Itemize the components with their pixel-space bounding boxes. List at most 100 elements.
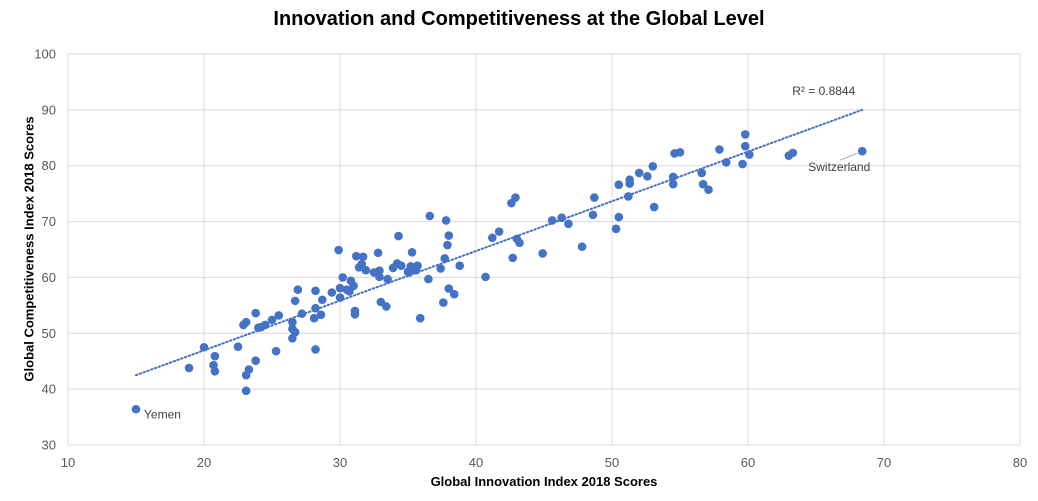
x-axis-label: Global Innovation Index 2018 Scores bbox=[430, 474, 658, 489]
data-point bbox=[738, 159, 747, 169]
data-point bbox=[199, 342, 209, 352]
data-point bbox=[358, 252, 368, 262]
data-point bbox=[350, 309, 360, 319]
data-point bbox=[407, 247, 417, 257]
tick-labels: 10 20 30 40 50 60 70 80 30 40 50 60 70 80 90 100 bbox=[34, 47, 1027, 471]
data-point bbox=[309, 313, 319, 323]
data-point bbox=[538, 249, 547, 258]
data-point bbox=[413, 261, 422, 270]
data-point bbox=[721, 158, 731, 167]
annotation-leader-line bbox=[840, 152, 858, 161]
y-axis-label: Global Competitiveness Index 2018 Scores bbox=[21, 116, 37, 382]
data-point bbox=[614, 180, 624, 190]
data-point bbox=[704, 185, 713, 195]
data-point bbox=[740, 141, 750, 151]
data-point bbox=[444, 231, 454, 240]
data-point bbox=[375, 272, 384, 282]
data-point bbox=[244, 365, 254, 374]
data-point bbox=[184, 363, 194, 373]
y-tick-label: 70 bbox=[42, 214, 56, 229]
x-tick-label: 70 bbox=[877, 455, 891, 470]
data-point bbox=[745, 150, 754, 159]
data-point bbox=[788, 148, 798, 158]
chart-title: Innovation and Competitiveness at the Gl… bbox=[273, 8, 765, 30]
data-point bbox=[424, 274, 433, 284]
data-point bbox=[624, 192, 633, 201]
x-tick-label: 50 bbox=[605, 455, 619, 470]
data-point bbox=[267, 315, 277, 325]
data-point bbox=[210, 351, 220, 361]
data-point bbox=[588, 210, 598, 220]
data-point bbox=[338, 273, 348, 282]
data-point bbox=[643, 172, 652, 181]
data-point bbox=[361, 265, 371, 275]
data-point bbox=[131, 404, 141, 414]
data-point bbox=[440, 254, 450, 263]
data-point bbox=[274, 311, 284, 320]
data-point bbox=[611, 224, 621, 234]
data-point bbox=[271, 346, 281, 356]
data-point bbox=[334, 245, 343, 255]
data-point bbox=[316, 310, 326, 320]
y-tick-label: 40 bbox=[42, 382, 56, 397]
y-tick-label: 100 bbox=[34, 47, 56, 62]
data-point bbox=[293, 285, 303, 295]
data-point bbox=[352, 251, 361, 261]
data-point bbox=[614, 212, 624, 222]
data-point bbox=[439, 298, 448, 307]
data-point bbox=[241, 386, 251, 396]
x-tick-label: 60 bbox=[741, 455, 755, 470]
data-point bbox=[335, 283, 345, 293]
y-tick-label: 90 bbox=[42, 102, 56, 117]
data-point bbox=[373, 248, 383, 258]
data-point bbox=[668, 172, 678, 182]
trendline bbox=[135, 108, 864, 377]
y-tick-label: 50 bbox=[42, 326, 56, 341]
data-point bbox=[508, 253, 518, 263]
data-points bbox=[131, 130, 867, 414]
data-point bbox=[396, 261, 406, 270]
data-point bbox=[648, 161, 658, 171]
data-point bbox=[590, 193, 599, 202]
data-point bbox=[311, 345, 320, 354]
x-tick-label: 10 bbox=[61, 455, 75, 470]
data-point bbox=[449, 289, 459, 299]
data-point bbox=[297, 309, 307, 319]
data-point bbox=[394, 231, 403, 241]
data-point bbox=[697, 168, 707, 178]
data-point bbox=[290, 296, 300, 306]
data-point bbox=[715, 145, 724, 154]
r-squared-label: R² = 0.8844 bbox=[792, 84, 855, 98]
data-point bbox=[740, 130, 750, 139]
data-point bbox=[290, 327, 300, 337]
data-point bbox=[488, 233, 497, 243]
data-point bbox=[335, 293, 345, 302]
x-tick-label: 30 bbox=[333, 455, 347, 470]
data-point bbox=[425, 211, 435, 221]
data-point bbox=[481, 272, 490, 282]
y-tick-label: 30 bbox=[42, 438, 56, 453]
data-point bbox=[577, 242, 587, 252]
data-point bbox=[349, 281, 358, 291]
x-tick-label: 80 bbox=[1013, 455, 1027, 470]
data-point bbox=[625, 179, 634, 188]
data-point bbox=[557, 213, 566, 222]
y-tick-label: 60 bbox=[42, 270, 56, 285]
data-point bbox=[515, 238, 524, 248]
data-point bbox=[649, 202, 659, 212]
data-point bbox=[311, 286, 320, 296]
data-point bbox=[381, 302, 391, 311]
data-point bbox=[311, 303, 320, 313]
data-point bbox=[415, 313, 425, 323]
data-point bbox=[436, 264, 445, 273]
data-point bbox=[288, 317, 297, 327]
data-point bbox=[455, 261, 464, 270]
data-point bbox=[241, 317, 251, 327]
annotations: Yemen Switzerland bbox=[144, 152, 870, 421]
data-point bbox=[233, 342, 243, 351]
data-point bbox=[634, 168, 644, 178]
data-point bbox=[251, 356, 260, 365]
data-point bbox=[547, 216, 557, 225]
